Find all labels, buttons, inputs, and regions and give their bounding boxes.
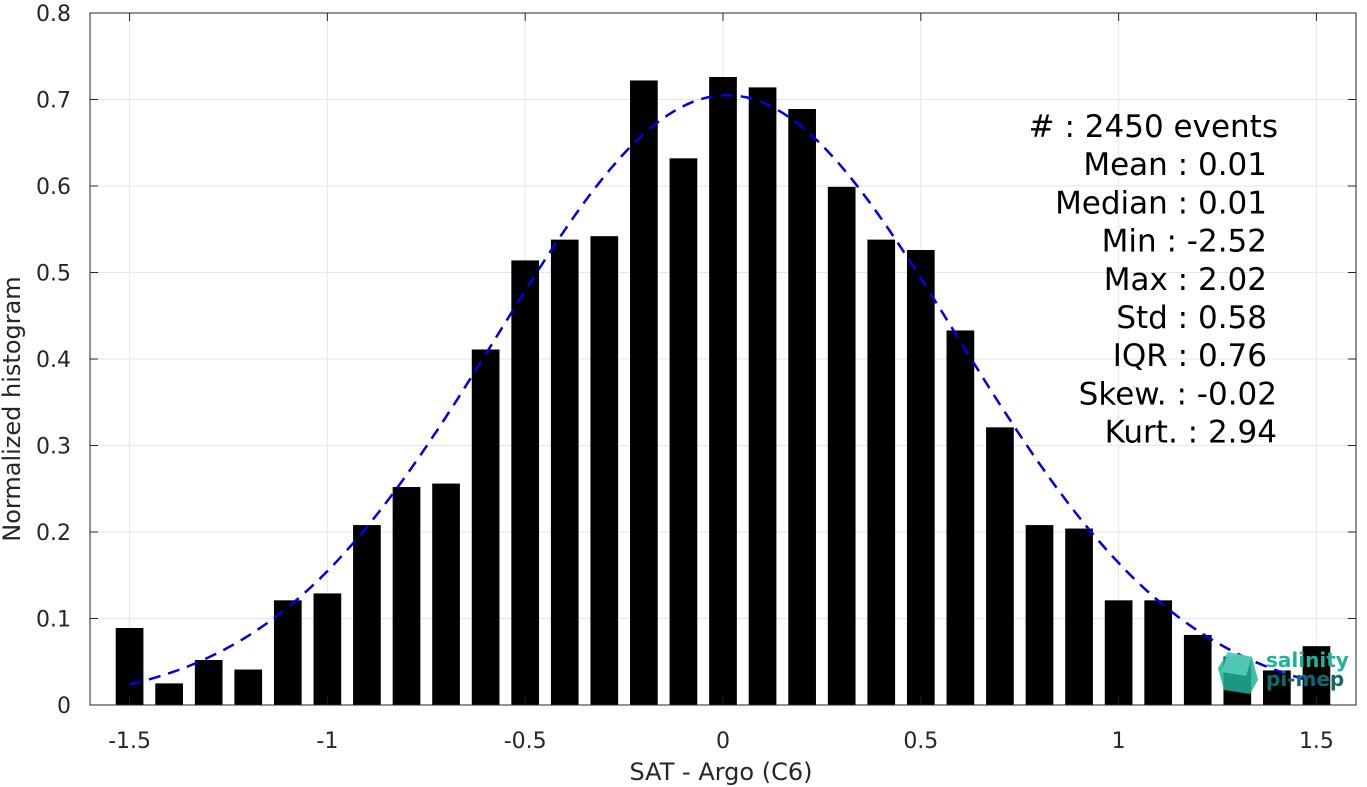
bar-18 — [827, 186, 856, 706]
x-tick-label-5: 1 — [1112, 729, 1126, 754]
bar-9 — [471, 349, 500, 705]
bar-6 — [353, 525, 381, 705]
x-tick-label-2: -0.5 — [504, 729, 547, 754]
bar-13 — [630, 80, 658, 706]
y-tick-label-5: 0.5 — [36, 262, 71, 287]
histogram-bars — [115, 77, 1331, 706]
bar-16 — [748, 87, 777, 705]
y-tick-label-3: 0.3 — [36, 435, 71, 460]
stat-line-8: Kurt. : 2.94 — [1105, 415, 1277, 451]
x-axis-label: SAT - Argo (C6) — [630, 758, 813, 786]
bar-27 — [1183, 634, 1212, 705]
bar-12 — [590, 236, 619, 706]
stat-line-7: Skew. : -0.02 — [1079, 376, 1277, 412]
y-tick-label-8: 0.8 — [36, 2, 71, 27]
bar-23 — [1025, 525, 1054, 705]
bar-17 — [788, 109, 816, 705]
bar-8 — [432, 483, 460, 705]
stat-line-6: IQR : 0.76 — [1113, 338, 1267, 374]
y-tick-label-1: 0.1 — [36, 608, 71, 633]
y-tick-label-4: 0.4 — [36, 348, 71, 373]
y-tick-label-6: 0.6 — [36, 175, 71, 200]
stat-line-1: Mean : 0.01 — [1083, 147, 1267, 183]
stat-line-3: Min : -2.52 — [1102, 224, 1267, 260]
bar-7 — [392, 487, 421, 705]
logo-text-pimep: pi-mep — [1266, 667, 1344, 691]
bar-4 — [273, 600, 302, 705]
x-tick-label-4: 0.5 — [903, 729, 938, 754]
bar-14 — [669, 158, 698, 705]
y-tick-label-7: 0.7 — [36, 89, 71, 114]
y-tick-label-0: 0 — [57, 694, 71, 719]
bar-20 — [906, 250, 935, 705]
y-axis-label: Normalized histogram — [0, 276, 26, 541]
stat-line-2: Median : 0.01 — [1055, 185, 1267, 221]
stat-line-4: Max : 2.02 — [1104, 262, 1267, 298]
bar-21 — [946, 330, 975, 705]
logo-cube-shade — [1222, 652, 1252, 676]
normal-fit-curve — [129, 93, 1317, 686]
bar-25 — [1104, 600, 1133, 705]
bar-0 — [115, 628, 144, 705]
bar-3 — [234, 669, 263, 705]
y-axis-ticks: 0 0.1 0.2 0.3 0.4 0.5 0.6 0.7 0.8 — [36, 2, 1356, 719]
bar-11 — [550, 239, 579, 705]
bar-10 — [511, 260, 540, 705]
salinity-pimep-logo: salinity pi-mep — [1218, 648, 1349, 694]
bar-29 — [1263, 670, 1291, 705]
x-axis-ticks: -1.5 -1 -0.5 0 0.5 1 1.5 — [108, 13, 1334, 754]
logo-text-salinity: salinity — [1266, 648, 1349, 672]
bar-5 — [313, 593, 342, 705]
bar-24 — [1065, 528, 1093, 705]
bar-15 — [709, 77, 737, 705]
x-tick-label-0: -1.5 — [108, 729, 151, 754]
bar-30 — [1302, 646, 1331, 705]
bar-2 — [194, 660, 223, 705]
x-tick-label-3: 0 — [716, 729, 730, 754]
x-tick-label-1: -1 — [316, 729, 338, 754]
bar-26 — [1144, 600, 1173, 705]
y-tick-label-2: 0.2 — [36, 521, 71, 546]
bar-1 — [155, 683, 183, 705]
x-tick-label-6: 1.5 — [1299, 729, 1334, 754]
bar-19 — [867, 239, 896, 705]
bar-22 — [986, 427, 1014, 705]
stat-line-0: # : 2450 events — [1029, 109, 1278, 145]
stat-line-5: Std : 0.58 — [1116, 300, 1267, 336]
